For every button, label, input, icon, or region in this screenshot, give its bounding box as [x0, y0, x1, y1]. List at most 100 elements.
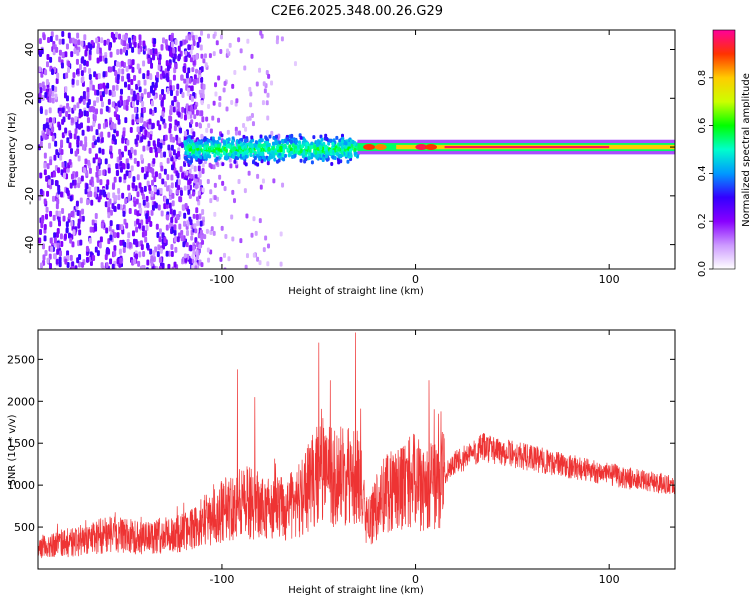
heatmap-cell	[87, 159, 91, 166]
heatmap-cell	[76, 79, 80, 86]
heatmap-cell	[146, 259, 150, 266]
heatmap-cell	[337, 147, 341, 152]
heatmap-cell	[159, 152, 163, 159]
heatmap-cell	[175, 90, 179, 97]
heatmap-cell	[118, 148, 122, 155]
heatmap-cell	[140, 186, 144, 193]
heatmap-cell	[118, 154, 122, 161]
heatmap-cell	[179, 127, 183, 134]
heatmap-cell	[55, 203, 59, 210]
heatmap-cell	[53, 253, 57, 260]
heatmap-cell	[214, 143, 218, 148]
heatmap-cell	[234, 130, 238, 136]
heatmap-cell	[131, 59, 135, 66]
heatmap-cell	[246, 38, 250, 44]
heatmap-cell	[131, 119, 135, 126]
heatmap-cell	[61, 31, 65, 38]
heatmap-cell	[162, 37, 166, 44]
heatmap-cell	[299, 135, 303, 140]
heatmap-cell	[80, 175, 84, 182]
heatmap-cell	[55, 258, 59, 265]
heatmap-cell	[183, 253, 187, 259]
heatmap-cell	[227, 256, 231, 262]
heatmap-cell	[171, 192, 175, 199]
heatmap-cell	[191, 67, 195, 73]
heatmap-cell	[136, 174, 140, 181]
heatmap-cell	[117, 188, 121, 195]
heatmap-cell	[52, 171, 56, 178]
heatmap-cell	[310, 160, 314, 165]
heatmap-cell	[52, 117, 56, 124]
heatmap-cell	[234, 151, 238, 156]
heatmap-cell	[113, 245, 117, 252]
heatmap-cell	[58, 256, 62, 263]
heatmap-cell	[136, 191, 140, 198]
heatmap-cell	[69, 148, 73, 155]
heatmap-cell	[98, 55, 102, 62]
heatmap-cell	[200, 66, 204, 73]
heatmap-cell	[60, 169, 64, 176]
heatmap-cell	[187, 154, 191, 159]
heatmap-cell	[113, 176, 117, 183]
heatmap-cell	[304, 145, 308, 150]
heatmap-cell	[70, 117, 74, 124]
heatmap-cell	[258, 218, 262, 224]
heatmap-cell	[262, 81, 266, 87]
heatmap-cell	[76, 102, 80, 109]
heatmap-cell	[45, 79, 49, 86]
heatmap-cell	[239, 48, 243, 54]
heatmap-cell	[203, 53, 207, 59]
heatmap-cell	[137, 48, 141, 55]
heatmap-cell	[131, 230, 135, 237]
heatmap-cell	[123, 173, 127, 180]
heatmap-cell	[213, 153, 217, 158]
heatmap-cell	[45, 122, 49, 129]
heatmap-cell	[85, 60, 89, 67]
heatmap-cell	[254, 140, 258, 145]
heatmap-cell	[71, 37, 75, 44]
heatmap-cell	[100, 222, 104, 229]
heatmap-cell	[191, 145, 195, 150]
heatmap-cell	[234, 126, 238, 132]
heatmap-cell	[108, 44, 112, 51]
heatmap-cell	[85, 183, 89, 190]
heatmap-cell	[191, 264, 195, 269]
heatmap-cell	[64, 51, 68, 58]
heatmap-cell	[200, 234, 204, 241]
heatmap-cell	[119, 239, 123, 246]
heatmap-cell	[96, 176, 100, 183]
heatmap-band-peak	[444, 145, 610, 149]
heatmap-cell	[212, 148, 216, 153]
heatmap-cell	[196, 220, 200, 227]
heatmap-cell	[145, 195, 149, 202]
heatmap-cell	[157, 244, 161, 251]
heatmap-cell	[212, 51, 216, 57]
heatmap-cell	[83, 110, 87, 117]
heatmap-cell	[199, 155, 203, 160]
heatmap-cell	[223, 156, 227, 161]
heatmap-cell	[177, 53, 181, 60]
heatmap-cell	[153, 143, 157, 150]
heatmap-cell	[43, 224, 47, 231]
heatmap-cell	[250, 112, 254, 118]
heatmap-cell	[149, 248, 153, 255]
heatmap-cell	[206, 138, 210, 143]
heatmap-cell	[81, 76, 85, 83]
heatmap-cell	[54, 93, 58, 100]
heatmap-cell	[70, 51, 74, 58]
heatmap-cell	[118, 33, 122, 40]
heatmap-cell	[324, 154, 328, 159]
heatmap-cell	[164, 134, 168, 141]
heatmap-cell	[74, 116, 78, 123]
heatmap-cell	[176, 214, 180, 221]
heatmap-cell	[99, 236, 103, 243]
heatmap-cell	[57, 184, 61, 191]
heatmap-cell	[253, 150, 257, 155]
heatmap-cell	[42, 123, 46, 130]
y-tick-label: 1000	[7, 479, 35, 492]
heatmap-cell	[76, 257, 80, 264]
heatmap-cell	[161, 232, 165, 239]
heatmap-cell	[192, 213, 196, 219]
heatmap-cell	[271, 141, 275, 146]
heatmap-cell	[157, 204, 161, 211]
